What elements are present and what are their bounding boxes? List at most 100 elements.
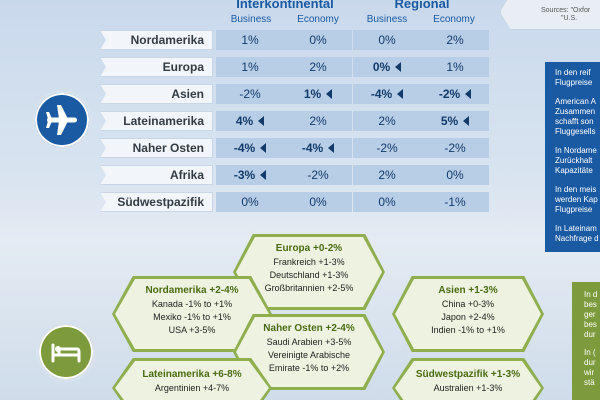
- hex-suedwestpazifik-line-1: Australien +1-3%: [433, 383, 503, 393]
- note-1-line-2: Flugpreise: [555, 78, 593, 87]
- hex-naher-osten-line-3: Emirate -1% to +2%: [268, 363, 350, 373]
- hex-europa-line-1: Frankreich +1-3%: [273, 257, 345, 267]
- row-label-asien: Asien: [100, 84, 213, 104]
- cell-value: 4%: [235, 114, 254, 128]
- hotel-note-1-line-2: bes: [584, 300, 597, 309]
- subheader-economy-regional: Economy: [433, 14, 475, 25]
- decrease-arrow-icon: [326, 89, 333, 99]
- hex-asien-title: Asien +1-3%: [438, 285, 498, 296]
- airplane-icon: [32, 90, 92, 150]
- hex-naher-osten-line-2: Vereinigte Arabische: [267, 350, 351, 360]
- hex-lateinamerika-title: Lateinamerika +6-8%: [142, 369, 242, 380]
- note-5-line-2: Nachfrage d: [555, 234, 599, 243]
- hotel-note-2-line-3: wir: [584, 368, 595, 377]
- note-2-line-1: American A: [555, 97, 596, 106]
- cell-afrika-regional-business: 2%: [353, 165, 421, 185]
- airfare-notes-panel: In den reif Flugpreise American A Zusammen…: [545, 62, 600, 252]
- note-2-line-2: Zusammen: [555, 107, 596, 116]
- cell-afrika-inter-business: -3%: [216, 165, 284, 185]
- cell-value: -4%: [370, 87, 393, 101]
- hex-suedwestpazifik: Südwestpazifik +1-3% Australien +1-3%: [395, 361, 541, 400]
- note-2: American A Zusammen schafft son Fluggesells: [555, 97, 600, 137]
- cell-europa-regional-business: 0%: [353, 57, 421, 77]
- cell-suedwestpazifik-inter-economy: 0%: [284, 192, 352, 212]
- decrease-arrow-icon: [465, 89, 472, 99]
- hex-nordamerika-line-3: USA +3-5%: [168, 325, 216, 335]
- row-label-europa: Europa: [100, 57, 213, 77]
- header-regional: Regional: [394, 0, 450, 11]
- cell-lateinamerika-regional-economy: 5%: [421, 111, 489, 131]
- cell-asien-inter-economy: 1%: [284, 84, 352, 104]
- cell-lateinamerika-inter-economy: 2%: [284, 111, 352, 131]
- cell-asien-regional-business: -4%: [353, 84, 421, 104]
- cell-nordamerika-inter-business: 1%: [216, 30, 284, 50]
- hex-asien-line-1: China +0-3%: [441, 299, 495, 309]
- cell-afrika-inter-economy: -2%: [284, 165, 352, 185]
- cell-europa-regional-economy: 1%: [421, 57, 489, 77]
- hotel-note-2: In (dur wir stä: [584, 348, 600, 388]
- cell-naher-osten-regional-economy: -2%: [421, 138, 489, 158]
- hex-lateinamerika: Lateinamerika +6-8% Argentinien +4-7%: [115, 361, 269, 400]
- hotel-note-2-line-4: stä: [584, 378, 595, 387]
- row-label-afrika: Afrika: [100, 165, 213, 185]
- cell-suedwestpazifik-inter-business: 0%: [216, 192, 284, 212]
- cell-suedwestpazifik-regional-economy: -1%: [421, 192, 489, 212]
- cell-naher-osten-inter-economy: -4%: [284, 138, 352, 158]
- hex-asien: Asien +1-3% China +0-3% Japon +2-4% Indi…: [395, 279, 541, 349]
- hex-naher-osten-line-1: Saudi Arabien +3-5%: [266, 337, 352, 347]
- hex-nordamerika-title: Nordamerika +2-4%: [145, 285, 239, 296]
- sources-line-1: Sources: "Oxfor: [541, 7, 591, 14]
- cell-asien-regional-economy: -2%: [421, 84, 489, 104]
- row-label-naher-osten: Naher Osten: [100, 138, 213, 158]
- row-label-nordamerika: Nordamerika: [100, 30, 213, 50]
- cell-nordamerika-inter-economy: 0%: [284, 30, 352, 50]
- cell-afrika-regional-economy: 0%: [421, 165, 489, 185]
- decrease-arrow-icon: [463, 116, 470, 126]
- hotel-note-1-line-4: bes: [584, 320, 597, 329]
- note-5-line-1: In Lateinam: [555, 224, 597, 233]
- cell-value: 1%: [303, 87, 322, 101]
- hotel-note-2-line-1: In (: [584, 348, 596, 357]
- decrease-arrow-icon: [260, 143, 267, 153]
- note-3-line-2: Zurückhalt: [555, 156, 593, 165]
- header-interkontinental: Interkontinental: [236, 0, 334, 11]
- hex-suedwestpazifik-title: Südwestpazifik +1-3%: [415, 369, 521, 380]
- note-3-line-1: In Nordame: [555, 146, 597, 155]
- subheader-economy-inter: Economy: [297, 14, 339, 25]
- note-4: In den meis werden Kap Flugpreise: [555, 185, 600, 215]
- hotel-note-1: In d bes ger bes dur: [584, 290, 600, 340]
- cell-value: -4%: [233, 141, 256, 155]
- cell-naher-osten-inter-business: -4%: [216, 138, 284, 158]
- hex-nordamerika-line-2: Mexiko -1% to +1%: [153, 312, 231, 322]
- sources-box: Sources: "Oxfor "U.S.: [500, 0, 600, 30]
- hotel-note-2-line-2: dur: [584, 358, 596, 367]
- note-2-line-3: schafft son: [555, 117, 594, 126]
- decrease-arrow-icon: [328, 143, 335, 153]
- hex-nordamerika-line-1: Kanada -1% to +1%: [151, 299, 233, 309]
- note-4-line-1: In den meis: [555, 185, 597, 194]
- decrease-arrow-icon: [258, 116, 265, 126]
- cell-value: 0%: [372, 60, 391, 74]
- note-1-line-1: In den reif: [555, 68, 591, 77]
- note-3-line-3: Kapazitäte: [555, 166, 593, 175]
- hex-lateinamerika-line-1: Argentinien +4-7%: [154, 383, 230, 393]
- cell-lateinamerika-inter-business: 4%: [216, 111, 284, 131]
- hotel-notes-panel: In d bes ger bes dur In (dur wir stä: [572, 282, 600, 400]
- cell-europa-inter-economy: 2%: [284, 57, 352, 77]
- cell-value: 5%: [440, 114, 459, 128]
- cell-asien-inter-business: -2%: [216, 84, 284, 104]
- note-1: In den reif Flugpreise: [555, 68, 600, 88]
- hotel-note-1-line-3: ger: [584, 310, 596, 319]
- hotel-note-1-line-5: dur: [584, 330, 596, 339]
- cell-nordamerika-regional-economy: 2%: [421, 30, 489, 50]
- cell-europa-inter-business: 1%: [216, 57, 284, 77]
- bed-icon: [36, 322, 96, 382]
- subheader-business-inter: Business: [230, 14, 272, 25]
- subheader-business-regional: Business: [366, 14, 408, 25]
- cell-value: -4%: [301, 141, 324, 155]
- cell-naher-osten-regional-business: -2%: [353, 138, 421, 158]
- hex-naher-osten-title: Naher Osten +2-4%: [263, 323, 355, 334]
- note-2-line-4: Fluggesells: [555, 127, 596, 136]
- row-label-suedwestpazifik: Südwestpazifik: [100, 192, 213, 212]
